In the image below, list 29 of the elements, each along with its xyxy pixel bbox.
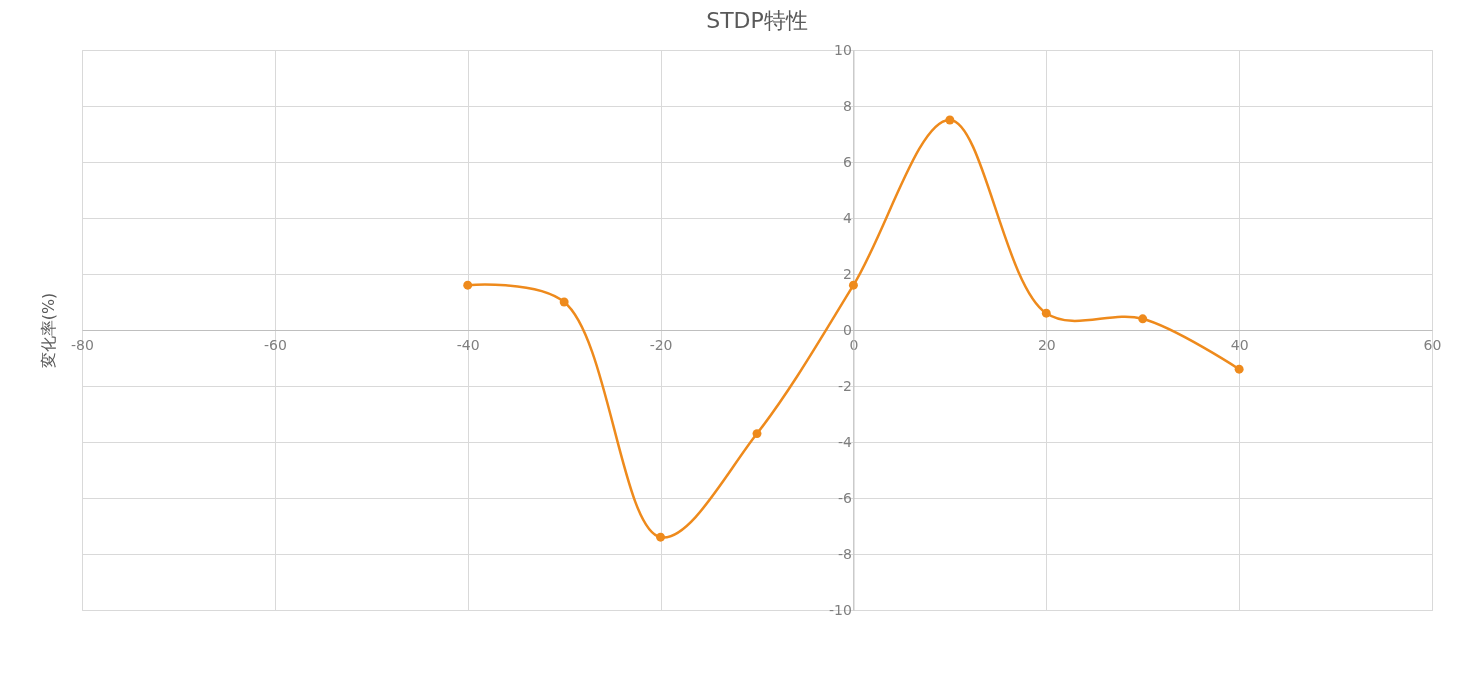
point — [656, 532, 666, 542]
y-tick-label: -4 — [837, 433, 853, 450]
y-tick-label: 0 — [843, 321, 852, 338]
point — [848, 280, 858, 290]
point — [559, 297, 569, 307]
point — [1138, 314, 1148, 324]
y-tick-label: 6 — [843, 153, 853, 170]
x-tick-label: -40 — [456, 336, 480, 353]
y-axis-title: 変化率(%) — [38, 292, 58, 369]
point — [945, 115, 955, 125]
y-tick-label: -8 — [837, 545, 852, 562]
point — [1041, 308, 1051, 318]
point — [752, 429, 762, 439]
y-tick-label: 10 — [834, 41, 852, 58]
y-tick-label: -6 — [837, 489, 853, 506]
x-tick-label: -20 — [649, 336, 673, 353]
x-tick-label: 20 — [1037, 336, 1056, 353]
x-tick-label: -80 — [71, 336, 94, 353]
y-tick-label: -2 — [837, 377, 852, 394]
y-tick-label: -10 — [829, 601, 852, 618]
x-tick-label: 40 — [1230, 336, 1249, 353]
y-tick-label: 2 — [843, 265, 852, 282]
point — [1234, 364, 1244, 374]
y-tick-label: 4 — [843, 209, 853, 226]
y-tick-label: 8 — [843, 97, 852, 114]
point — [463, 280, 473, 290]
x-tick-label: -60 — [263, 336, 287, 353]
x-tick-label: 60 — [1423, 336, 1442, 353]
chart-title: STDP特性 — [706, 8, 808, 33]
